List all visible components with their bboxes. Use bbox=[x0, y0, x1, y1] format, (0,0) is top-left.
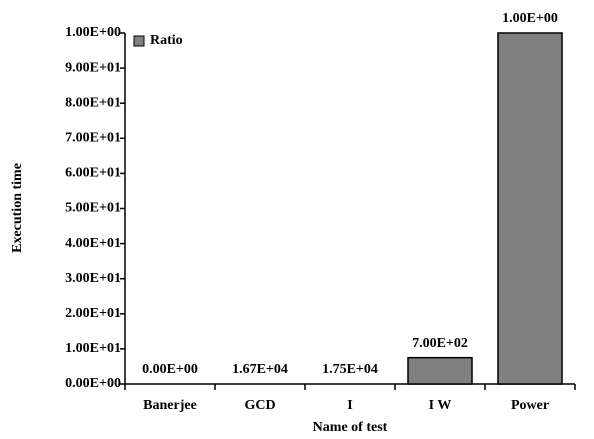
y-tick-label: 9.00E+01 bbox=[65, 60, 121, 75]
x-tick-label: Power bbox=[511, 398, 549, 413]
y-tick-label: 7.00E+01 bbox=[65, 131, 121, 146]
y-tick-label: 6.00E+01 bbox=[65, 166, 121, 181]
value-label: 1.00E+00 bbox=[502, 11, 558, 26]
legend-label: Ratio bbox=[150, 33, 183, 48]
x-tick-label: GCD bbox=[244, 398, 275, 413]
y-tick-label: 1.00E+01 bbox=[65, 341, 121, 356]
value-label: 0.00E+00 bbox=[142, 362, 198, 377]
y-tick-label: 1.00E+00 bbox=[65, 25, 121, 40]
legend-swatch bbox=[133, 35, 145, 47]
y-tick-label: 5.00E+01 bbox=[65, 201, 121, 216]
value-label: 1.75E+04 bbox=[322, 362, 378, 377]
x-tick-label: I W bbox=[429, 398, 452, 413]
y-tick-label: 4.00E+01 bbox=[65, 236, 121, 251]
bar bbox=[497, 32, 563, 385]
y-axis-title: Execution time bbox=[10, 163, 25, 253]
y-tick-label: 3.00E+01 bbox=[65, 271, 121, 286]
x-axis-title: Name of test bbox=[313, 420, 388, 435]
y-tick-label: 2.00E+01 bbox=[65, 306, 121, 321]
x-tick-label: Banerjee bbox=[143, 398, 197, 413]
bar bbox=[407, 356, 473, 385]
y-tick-label: 0.00E+00 bbox=[65, 376, 121, 391]
value-label: 7.00E+02 bbox=[412, 336, 468, 351]
y-tick-label: 8.00E+01 bbox=[65, 95, 121, 110]
value-label: 1.67E+04 bbox=[232, 362, 288, 377]
x-tick-label: I bbox=[347, 398, 352, 413]
